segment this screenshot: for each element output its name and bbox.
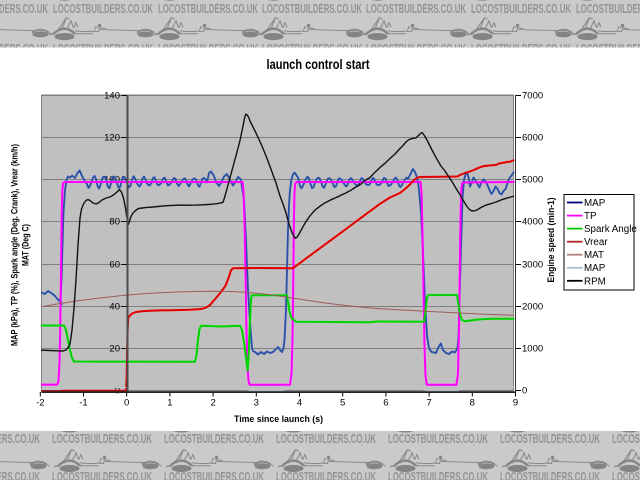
svg-text:MAP: MAP xyxy=(584,263,606,274)
svg-text:2000: 2000 xyxy=(522,302,543,313)
svg-text:LOCOSTBUILDERS.CO.UK: LOCOSTBUILDERS.CO.UK xyxy=(52,469,152,480)
svg-text:LOCOSTBUILDERS.CO.UK: LOCOSTBUILDERS.CO.UK xyxy=(262,1,362,16)
svg-text:LOCOSTBUILDERS.CO.UK: LOCOSTBUILDERS.CO.UK xyxy=(53,1,153,16)
svg-text:LOCOSTBUILDERS.CO.UK: LOCOSTBUILDERS.CO.UK xyxy=(52,431,152,446)
svg-text:LOCOSTBUILDERS.CO.UK: LOCOSTBUILDERS.CO.UK xyxy=(164,431,264,446)
svg-text:LOCOSTBUILDERS.CO.UK: LOCOSTBUILDERS.CO.UK xyxy=(0,431,40,446)
svg-text:140: 140 xyxy=(104,91,120,102)
svg-text:1000: 1000 xyxy=(522,344,543,355)
svg-text:80: 80 xyxy=(109,217,120,228)
svg-text:2: 2 xyxy=(210,398,215,409)
svg-text:0: 0 xyxy=(522,386,527,397)
svg-text:MAT (Deg C): MAT (Deg C) xyxy=(21,224,31,266)
svg-text:LOCOSTBUILDERS.CO.UK: LOCOSTBUILDERS.CO.UK xyxy=(276,469,376,480)
svg-text:LOCOSTBUILDERS.CO.UK: LOCOSTBUILDERS.CO.UK xyxy=(576,41,640,56)
svg-text:Engine speed (min-1): Engine speed (min-1) xyxy=(546,198,557,283)
svg-text:launch control start: launch control start xyxy=(267,57,370,72)
svg-text:LOCOSTBUILDERS.CO.UK: LOCOSTBUILDERS.CO.UK xyxy=(158,1,258,16)
svg-text:LOCOSTBUILDERS.CO.UK: LOCOSTBUILDERS.CO.UK xyxy=(164,469,264,480)
svg-text:LOCOSTBUILDERS.CO.UK: LOCOSTBUILDERS.CO.UK xyxy=(0,1,48,16)
svg-text:LOCOSTBUILDERS.CO.UK: LOCOSTBUILDERS.CO.UK xyxy=(0,41,48,56)
svg-text:LOCOSTBUILDERS.CO.UK: LOCOSTBUILDERS.CO.UK xyxy=(0,469,40,480)
svg-text:8: 8 xyxy=(470,398,475,409)
svg-text:LOCOSTBUILDERS.CO.UK: LOCOSTBUILDERS.CO.UK xyxy=(500,469,600,480)
svg-text:Vrear: Vrear xyxy=(584,237,608,248)
svg-text:LOCOSTBUILDERS.CO.UK: LOCOSTBUILDERS.CO.UK xyxy=(366,41,466,56)
svg-text:Time since launch (s): Time since launch (s) xyxy=(234,414,323,425)
svg-text:60: 60 xyxy=(109,260,120,271)
svg-text:6000: 6000 xyxy=(522,133,543,144)
svg-text:MAT: MAT xyxy=(584,250,604,261)
svg-text:6: 6 xyxy=(383,398,388,409)
svg-text:4000: 4000 xyxy=(522,217,543,228)
svg-text:LOCOSTBUILDERS.CO.UK: LOCOSTBUILDERS.CO.UK xyxy=(388,469,488,480)
svg-text:LOCOSTBUILDERS.CO.UK: LOCOSTBUILDERS.CO.UK xyxy=(53,41,153,56)
svg-text:20: 20 xyxy=(109,344,120,355)
svg-text:7: 7 xyxy=(426,398,431,409)
svg-text:LOCOSTBUILDERS.CO.UK: LOCOSTBUILDERS.CO.UK xyxy=(576,1,640,16)
svg-text:-1: -1 xyxy=(79,398,87,409)
svg-text:120: 120 xyxy=(104,133,120,144)
svg-text:LOCOSTBUILDERS.CO.UK: LOCOSTBUILDERS.CO.UK xyxy=(612,431,640,446)
svg-text:MAP (kPa), TP (%), Spark angle: MAP (kPa), TP (%), Spark angle (Deg. Cra… xyxy=(10,144,20,346)
svg-text:40: 40 xyxy=(109,302,120,313)
svg-text:LOCOSTBUILDERS.CO.UK: LOCOSTBUILDERS.CO.UK xyxy=(500,431,600,446)
svg-text:3: 3 xyxy=(254,398,259,409)
svg-text:-2: -2 xyxy=(36,398,44,409)
svg-text:LOCOSTBUILDERS.CO.UK: LOCOSTBUILDERS.CO.UK xyxy=(388,431,488,446)
svg-text:Spark Angle: Spark Angle xyxy=(584,224,637,235)
svg-text:5000: 5000 xyxy=(522,175,543,186)
svg-text:9: 9 xyxy=(513,398,518,409)
svg-text:3000: 3000 xyxy=(522,260,543,271)
svg-text:LOCOSTBUILDERS.CO.UK: LOCOSTBUILDERS.CO.UK xyxy=(471,41,571,56)
svg-text:RPM: RPM xyxy=(584,276,606,287)
svg-text:1: 1 xyxy=(167,398,172,409)
svg-text:LOCOSTBUILDERS.CO.UK: LOCOSTBUILDERS.CO.UK xyxy=(366,1,466,16)
svg-text:TP: TP xyxy=(584,211,597,222)
svg-text:4: 4 xyxy=(297,398,302,409)
svg-text:0: 0 xyxy=(124,398,129,409)
svg-text:MAP: MAP xyxy=(584,198,606,209)
svg-text:LOCOSTBUILDERS.CO.UK: LOCOSTBUILDERS.CO.UK xyxy=(471,1,571,16)
svg-text:7000: 7000 xyxy=(522,91,543,102)
svg-text:LOCOSTBUILDERS.CO.UK: LOCOSTBUILDERS.CO.UK xyxy=(158,41,258,56)
svg-text:5: 5 xyxy=(340,398,345,409)
svg-text:LOCOSTBUILDERS.CO.UK: LOCOSTBUILDERS.CO.UK xyxy=(276,431,376,446)
svg-text:LOCOSTBUILDERS.CO.UK: LOCOSTBUILDERS.CO.UK xyxy=(612,469,640,480)
svg-text:LOCOSTBUILDERS.CO.UK: LOCOSTBUILDERS.CO.UK xyxy=(262,41,362,56)
